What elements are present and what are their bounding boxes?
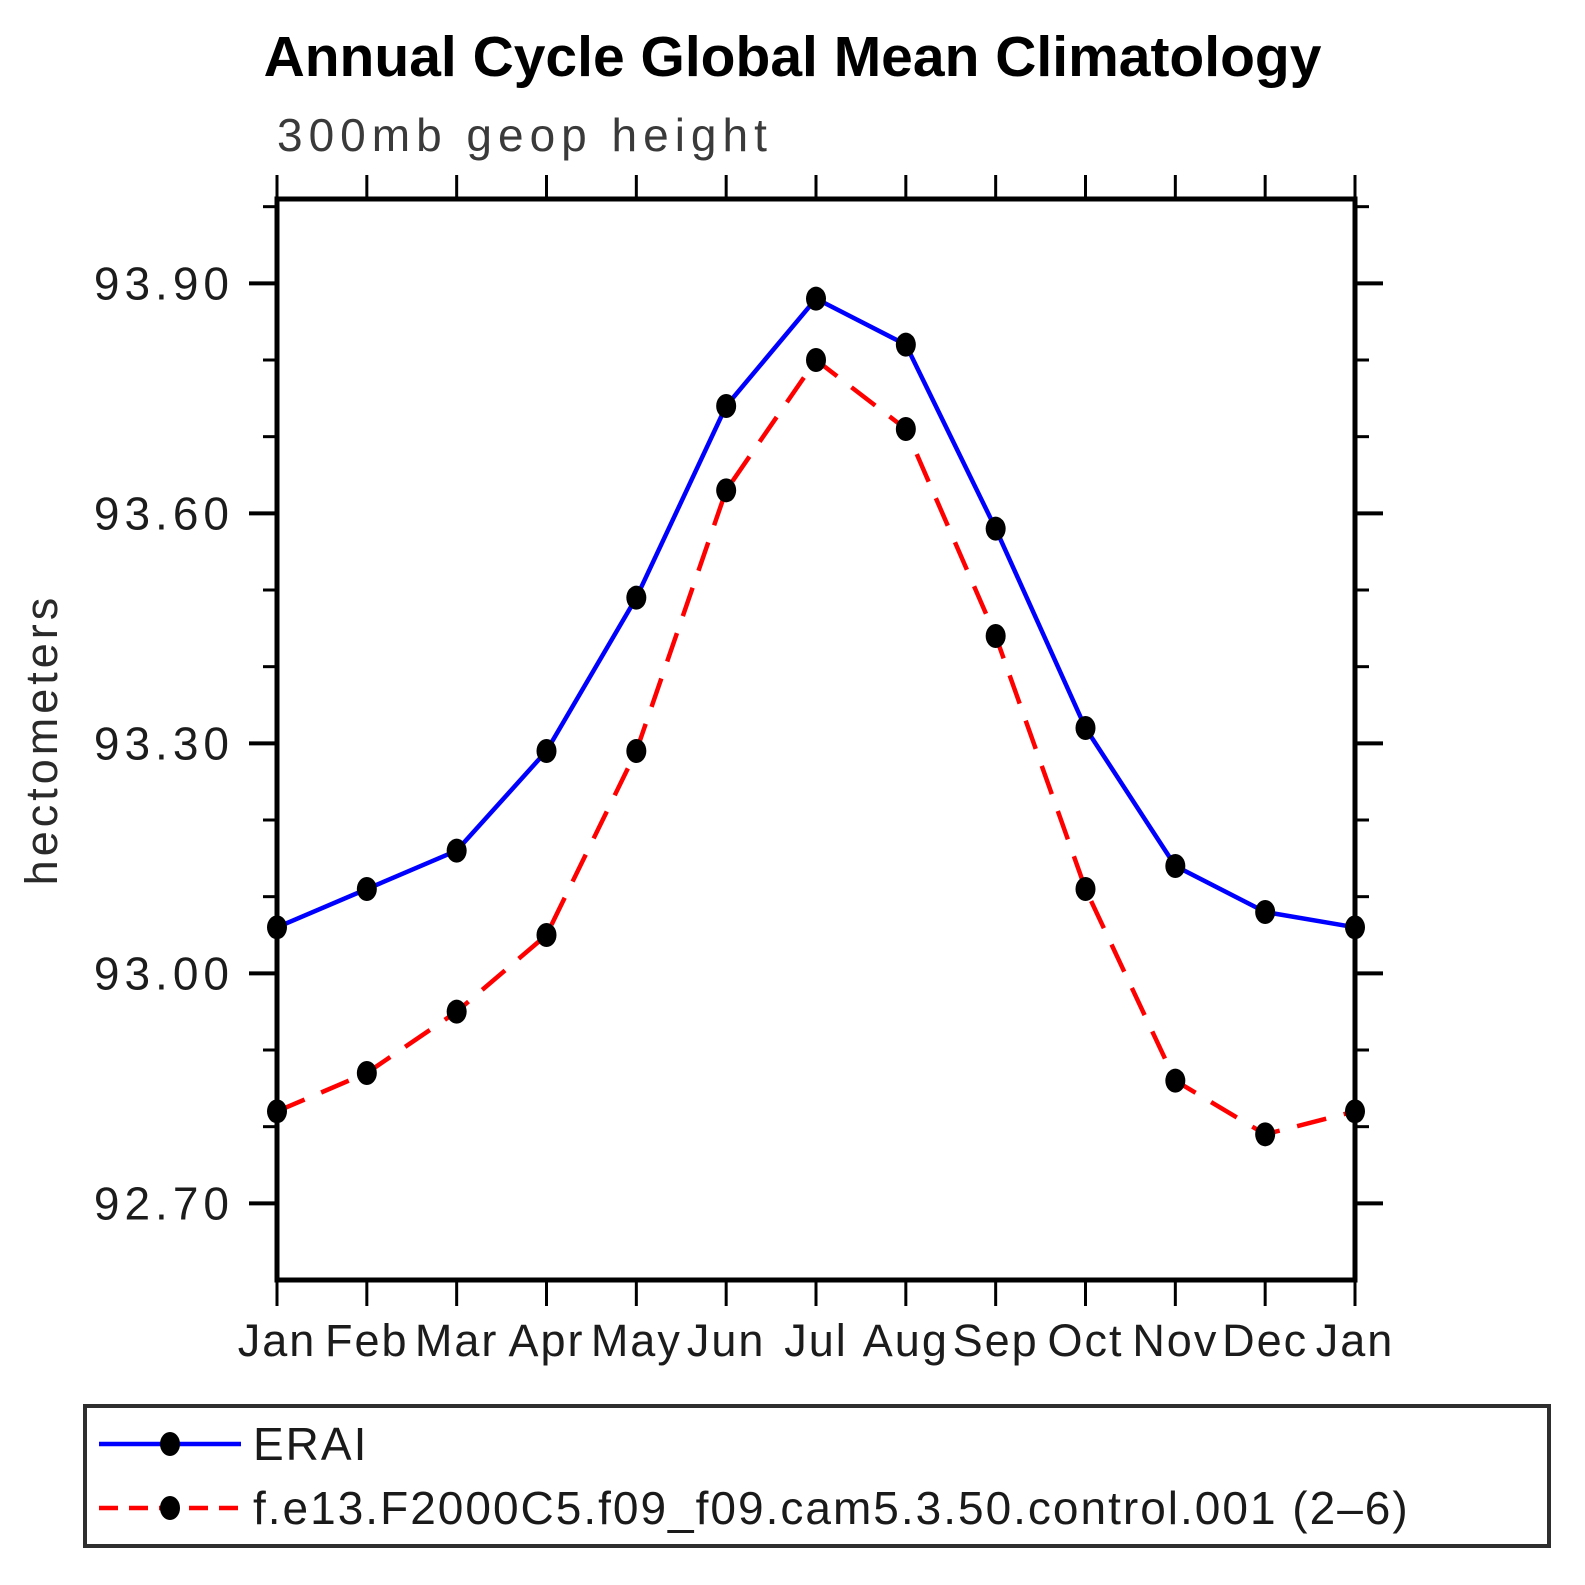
legend-label-model: f.e13.F2000C5.f09_f09.cam5.3.50.control.… xyxy=(253,1482,1410,1534)
chart-title: Annual Cycle Global Mean Climatology xyxy=(263,25,1322,89)
erai-data-point-marker xyxy=(626,585,647,610)
legend-item-erai: ERAI xyxy=(95,1412,1547,1476)
model-data-point-marker xyxy=(1345,1099,1365,1124)
plot-frame xyxy=(274,196,1358,1283)
model-data-point-marker xyxy=(1075,877,1096,901)
x-tick-label: Jul xyxy=(784,1315,848,1366)
model-data-point-marker xyxy=(985,624,1006,648)
model-data-point-marker xyxy=(267,1099,287,1124)
y-tick-label: 93.90 xyxy=(94,257,234,309)
erai-data-point-marker xyxy=(716,394,737,418)
x-tick-label: Jun xyxy=(687,1315,766,1366)
erai-sample-marker-icon xyxy=(160,1432,180,1456)
erai-data-point-marker xyxy=(267,915,287,940)
x-tick-label: Nov xyxy=(1132,1315,1218,1366)
model-line xyxy=(276,356,1356,1137)
y-tick-label: 93.00 xyxy=(94,947,234,999)
erai-line-sample xyxy=(99,1432,241,1456)
erai-data-point-marker xyxy=(806,286,826,311)
x-tick-label: Mar xyxy=(415,1315,499,1366)
model-data-point-marker xyxy=(356,1061,377,1085)
erai-data-point-marker xyxy=(1255,900,1276,924)
erai-data-point-marker xyxy=(1165,854,1186,878)
y-tick-label: 93.30 xyxy=(94,717,234,769)
model-data-point-marker xyxy=(1255,1122,1276,1147)
erai-data-point-marker xyxy=(446,838,467,863)
legend-label-erai: ERAI xyxy=(253,1418,369,1470)
x-tick-label: Aug xyxy=(863,1315,949,1366)
erai-data-point-marker xyxy=(356,877,377,901)
erai-data-point-marker xyxy=(895,332,916,357)
model-line-sample xyxy=(99,1496,241,1520)
y-tick-label: 93.60 xyxy=(94,487,234,539)
x-tick-label: Dec xyxy=(1222,1315,1308,1366)
erai-data-point-marker xyxy=(985,516,1006,541)
model-data-point-marker xyxy=(1165,1068,1186,1093)
x-tick-label: Jan xyxy=(238,1315,317,1366)
erai-data-point-marker xyxy=(1075,716,1096,740)
chart-subtitle: 300mb geop height xyxy=(277,109,773,161)
x-tick-label: Jan xyxy=(1316,1315,1395,1366)
model-data-point-marker xyxy=(626,739,647,763)
x-tick-label: Sep xyxy=(953,1315,1039,1366)
legend-box: ERAI f.e13.F2000C5.f09_f09.cam5.3.50.con… xyxy=(83,1404,1551,1548)
x-tick-label: Oct xyxy=(1047,1315,1123,1366)
model-data-point-marker xyxy=(716,478,737,503)
model-data-point-marker xyxy=(895,417,916,441)
erai-line xyxy=(276,295,1356,930)
legend-item-model: f.e13.F2000C5.f09_f09.cam5.3.50.control.… xyxy=(95,1476,1547,1540)
model-sample-marker-icon xyxy=(160,1496,180,1520)
x-tick-label: Apr xyxy=(508,1315,584,1366)
y-tick-label: 92.70 xyxy=(94,1177,234,1229)
model-data-point-marker xyxy=(446,999,467,1024)
erai-data-point-marker xyxy=(1345,915,1365,940)
x-tick-label: Feb xyxy=(325,1315,409,1366)
x-tick-label: May xyxy=(591,1315,682,1366)
model-data-point-marker xyxy=(536,923,557,947)
model-data-point-marker xyxy=(806,348,826,372)
erai-data-point-marker xyxy=(536,739,557,763)
